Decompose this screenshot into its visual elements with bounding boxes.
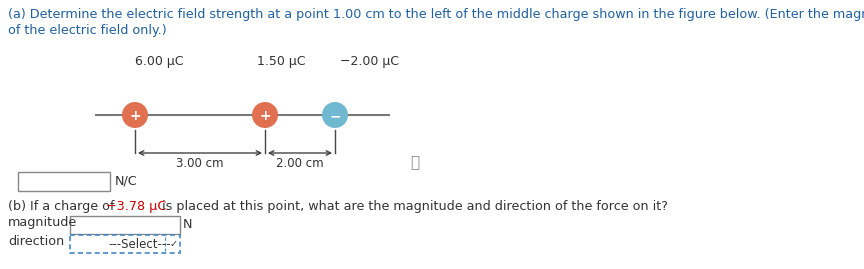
- Text: +: +: [130, 109, 141, 123]
- Text: ✓: ✓: [170, 239, 178, 249]
- Text: 3.00 cm: 3.00 cm: [176, 157, 224, 170]
- Text: −3.78 μC: −3.78 μC: [106, 200, 167, 213]
- Circle shape: [122, 102, 148, 128]
- Text: N: N: [183, 218, 193, 232]
- Text: −2.00 μC: −2.00 μC: [340, 55, 399, 68]
- Text: (a) Determine the electric field strength at a point 1.00 cm to the left of the : (a) Determine the electric field strengt…: [8, 8, 864, 21]
- Text: −: −: [329, 109, 340, 123]
- Text: magnitude: magnitude: [8, 216, 77, 229]
- FancyBboxPatch shape: [18, 172, 110, 191]
- FancyBboxPatch shape: [70, 235, 180, 253]
- Text: ---Select---: ---Select---: [108, 238, 170, 250]
- Text: of the electric field only.): of the electric field only.): [8, 24, 167, 37]
- Circle shape: [322, 102, 348, 128]
- Text: ⓘ: ⓘ: [410, 155, 420, 171]
- Text: +: +: [259, 109, 270, 123]
- Text: is placed at this point, what are the magnitude and direction of the force on it: is placed at this point, what are the ma…: [158, 200, 668, 213]
- Text: 1.50 μC: 1.50 μC: [257, 55, 306, 68]
- Text: direction: direction: [8, 235, 64, 248]
- Text: N/C: N/C: [115, 175, 137, 188]
- Text: 2.00 cm: 2.00 cm: [276, 157, 324, 170]
- Text: 6.00 μC: 6.00 μC: [135, 55, 183, 68]
- FancyBboxPatch shape: [70, 216, 180, 234]
- Circle shape: [252, 102, 278, 128]
- Text: (b) If a charge of: (b) If a charge of: [8, 200, 118, 213]
